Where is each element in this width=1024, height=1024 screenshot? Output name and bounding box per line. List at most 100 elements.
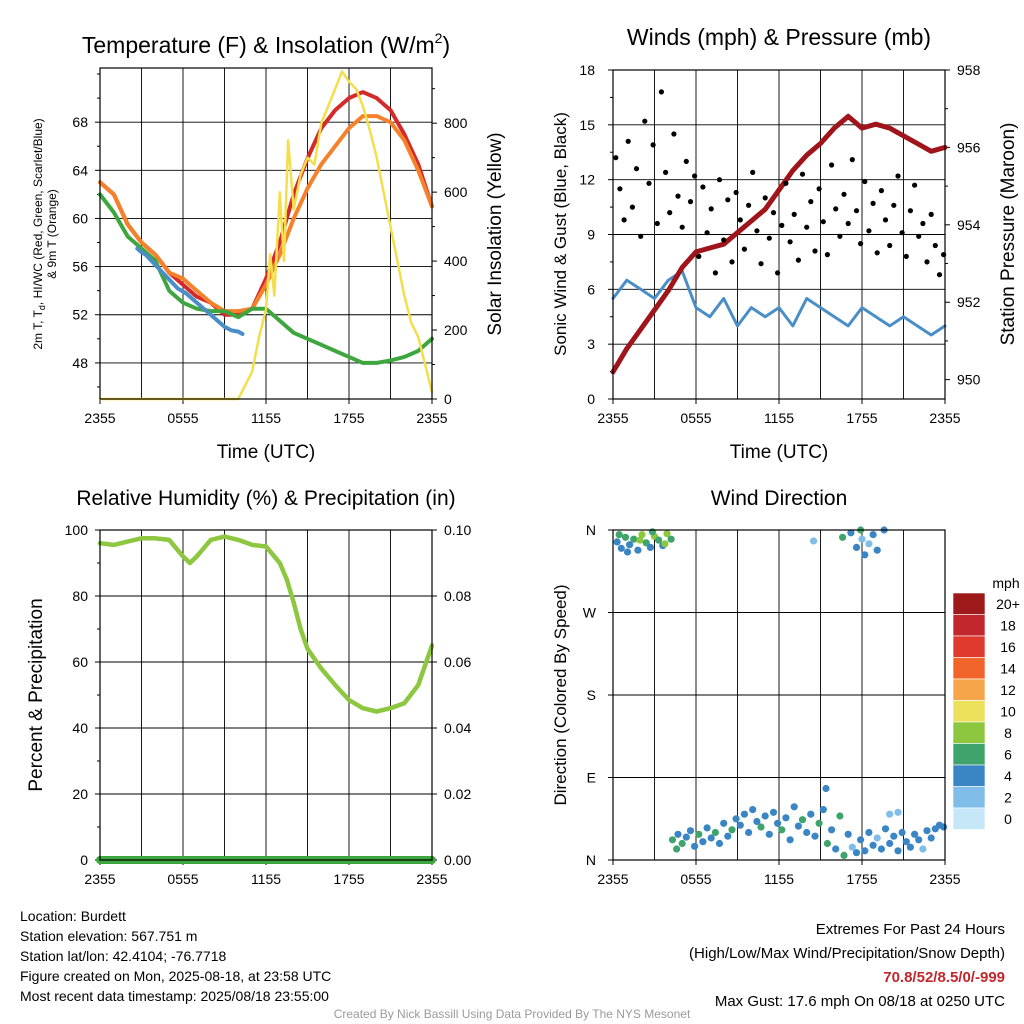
y2-tick-label: 0 [444, 391, 452, 407]
legend-label: 6 [1004, 746, 1012, 762]
temperature-series-5 [98, 70, 434, 401]
y-tick-label: 0 [80, 852, 88, 868]
x-tick-label: 1755 [846, 410, 877, 426]
sonic-wind-line [611, 269, 947, 337]
gust-point [687, 199, 694, 205]
direction-point [865, 540, 873, 548]
legend-label: 0 [1004, 811, 1012, 827]
ylabel-part: 2m T, T [31, 309, 45, 349]
direction-point [861, 551, 869, 559]
temperature-chart-title: Temperature (F) & Insolation (W/m2) [82, 30, 450, 58]
gust-point [882, 217, 889, 223]
gust-point [692, 173, 698, 179]
x-tick-label: 0555 [167, 410, 198, 426]
gust-point [762, 195, 768, 201]
direction-point [836, 812, 844, 820]
direction-point [906, 843, 915, 851]
gust-point [912, 182, 918, 188]
y-tick-label: 48 [72, 355, 88, 371]
y2-axis-label: Station Pressure (Maroon) [998, 123, 1019, 346]
legend-swatch [952, 743, 986, 766]
legend-swatch [952, 614, 986, 637]
y2-tick-label: 0.06 [444, 654, 471, 670]
y-tick-label: 9 [587, 227, 595, 243]
direction-point [740, 810, 749, 818]
gust-point [721, 237, 727, 243]
gust-point [862, 178, 868, 185]
direction-point [798, 816, 807, 824]
direction-point [886, 839, 894, 848]
gust-point [654, 220, 660, 227]
direction-point [911, 830, 919, 838]
speed-legend: mph 20+ 18 16 14 12 10 8 6 4 2 0 [952, 575, 1020, 830]
x-tick-label: 2355 [597, 410, 628, 426]
y-axis-label: Direction (Colored By Speed) [551, 584, 570, 805]
y2-tick-label: 954 [957, 217, 981, 233]
direction-point [626, 541, 634, 549]
ylabel-subscript: d [37, 305, 47, 310]
direction-point [691, 842, 699, 850]
gust-point [787, 239, 793, 245]
direction-point [621, 533, 630, 541]
legend-label: 20+ [996, 596, 1020, 612]
direction-point [642, 539, 650, 547]
gust-point [920, 220, 926, 227]
x-tick-label: 2355 [416, 871, 447, 887]
direction-points [613, 526, 948, 860]
station-latlon: Station lat/lon: 42.4104; -76.7718 [20, 948, 227, 964]
gust-point [874, 250, 880, 256]
y-tick-label: 40 [72, 720, 88, 736]
gust-point [816, 186, 822, 192]
legend-label: 14 [1000, 660, 1016, 676]
direction-point [774, 819, 782, 827]
gust-point [870, 200, 876, 206]
direction-point [828, 826, 836, 834]
gust-point [629, 204, 636, 210]
direction-point [699, 838, 707, 846]
humidity-line [97, 534, 435, 714]
legend-swatch [952, 764, 986, 787]
title-end: ) [442, 32, 450, 58]
gust-point [746, 202, 752, 208]
x-tick-label: 0555 [680, 410, 711, 426]
direction-point [822, 784, 830, 793]
gust-point [845, 220, 851, 227]
legend-swatch [952, 700, 986, 723]
max-gust: Max Gust: 17.6 mph On 08/18 at 0250 UTC [714, 993, 1005, 1010]
gust-point [932, 242, 938, 249]
gust-point [903, 253, 909, 259]
direction-point [668, 836, 677, 844]
gust-point [621, 217, 627, 223]
x-tick-label: 2355 [597, 871, 628, 887]
x-tick-label: 1755 [846, 871, 877, 887]
x-tick-label: 2355 [84, 871, 115, 887]
y2-tick-label: 200 [444, 322, 468, 338]
legend-label: 12 [1000, 682, 1016, 698]
x-tick-label: 1755 [333, 871, 364, 887]
y-tick-label: 3 [587, 336, 595, 352]
direction-point [803, 828, 811, 837]
direction-point [810, 537, 818, 545]
station-info: Location: Burdett Station elevation: 567… [20, 906, 331, 1006]
gust-point [675, 193, 681, 199]
direction-point [638, 531, 646, 539]
figure: 2355 0555 1155 1755 235548525660646802004006… [26, 24, 1020, 887]
y2-tick-label: 956 [957, 139, 981, 155]
direction-point [686, 827, 695, 835]
y2-tick-label: 0.00 [444, 852, 471, 868]
legend-label: 8 [1004, 725, 1012, 741]
y-tick-label: 68 [72, 114, 88, 130]
gust-point [758, 261, 764, 267]
legend-label: 18 [1000, 617, 1016, 633]
gust-point [704, 230, 710, 236]
extremes-panel: Extremes For Past 24 Hours (High/Low/Max… [689, 918, 1005, 1014]
temperature-series-2 [98, 114, 434, 314]
figure-created: Figure created on Mon, 2025-08-18, at 23… [20, 968, 332, 984]
gust-point [658, 89, 665, 95]
direction-point [663, 530, 671, 538]
extremes-values: 70.8/52/8.5/0/-999 [883, 969, 1005, 986]
direction-point [894, 847, 902, 855]
gust-point [775, 270, 781, 276]
direction-point [927, 834, 935, 842]
y-tick-label: 52 [72, 307, 88, 323]
